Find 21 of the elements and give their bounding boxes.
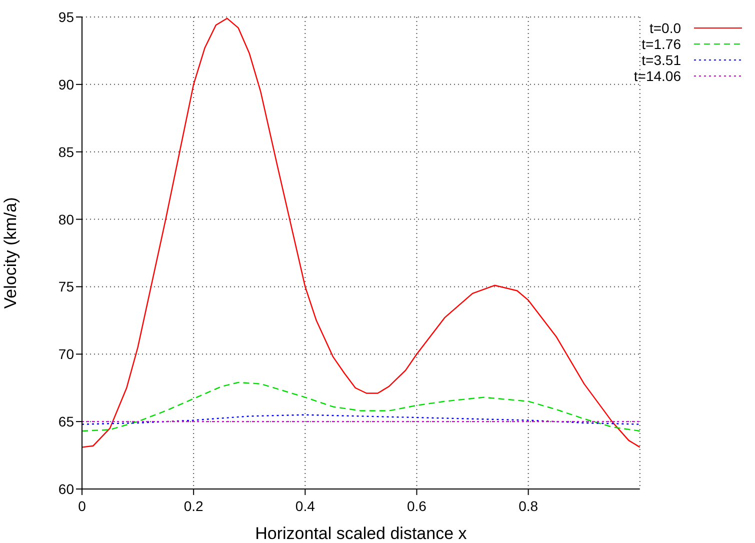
x-tick-label: 0.6	[407, 498, 427, 514]
y-tick-label: 80	[58, 211, 74, 228]
y-tick-label: 65	[58, 414, 74, 430]
legend-label: t=14.06	[634, 68, 681, 84]
legend-label: t=0.0	[649, 20, 681, 36]
y-tick-label: 75	[58, 278, 74, 295]
x-tick-label: 0.4	[295, 498, 316, 514]
legend-label: t=1.76	[642, 36, 681, 52]
y-tick-label: 90	[58, 76, 74, 92]
line-series	[82, 414, 640, 425]
y-tick-label: 95	[58, 8, 74, 25]
y-tick-label: 60	[58, 480, 74, 497]
x-tick-label: 0	[78, 498, 86, 514]
x-tick-label: 0.8	[518, 498, 538, 514]
y-axis-title: Velocity (km/a)	[1, 197, 20, 309]
x-tick-label: 0.2	[184, 498, 204, 514]
x-axis-title: Horizontal scaled distance x	[255, 524, 468, 543]
line-series	[82, 382, 640, 432]
y-tick-label: 70	[58, 346, 74, 362]
legend-label: t=3.51	[642, 52, 681, 68]
y-tick-label: 85	[58, 144, 74, 160]
